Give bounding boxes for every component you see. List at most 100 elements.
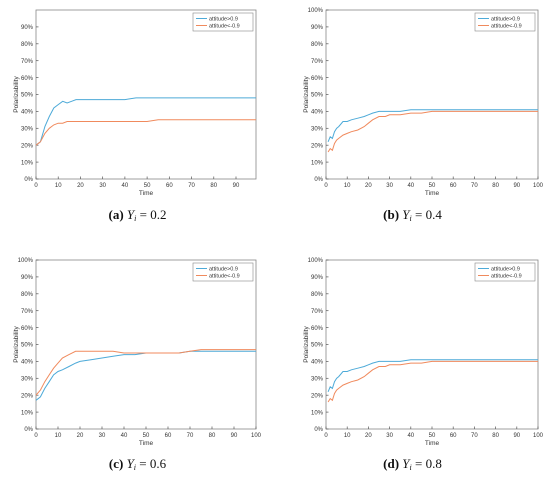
y-tick-label: 50% xyxy=(311,343,324,349)
y-tick-label: 90% xyxy=(311,275,324,281)
y-tick-label: 20% xyxy=(311,143,324,149)
legend-box xyxy=(474,12,536,32)
y-tick-label: 10% xyxy=(21,160,34,166)
legend-label: attitude<-0.9 xyxy=(209,274,240,280)
series-line xyxy=(327,109,538,142)
x-axis-label: Time xyxy=(425,440,440,447)
x-tick-label: 70 xyxy=(471,433,478,439)
x-tick-label: 60 xyxy=(450,183,457,189)
x-tick-label: 30 xyxy=(386,183,393,189)
caption-a: (a) Yi = 0.2 xyxy=(108,207,167,223)
legend-label: attitude<-0.9 xyxy=(491,24,522,30)
x-tick-label: 80 xyxy=(492,433,499,439)
y-tick-label: 60% xyxy=(311,326,324,332)
x-tick-label: 40 xyxy=(122,183,129,189)
y-axis-label: Polarizability xyxy=(13,326,20,363)
legend-box xyxy=(192,12,254,32)
caption-c: (c) Yi = 0.6 xyxy=(108,456,167,472)
legend-label: attitude>0.9 xyxy=(209,267,238,273)
x-tick-label: 20 xyxy=(365,433,372,439)
x-tick-label: 100 xyxy=(251,433,262,439)
y-tick-label: 10% xyxy=(21,410,34,416)
legend-label: attitude<-0.9 xyxy=(491,274,522,280)
x-tick-label: 30 xyxy=(99,433,106,439)
y-tick-label: 80% xyxy=(21,292,34,298)
x-tick-label: 10 xyxy=(55,433,62,439)
x-tick-label: 10 xyxy=(344,183,351,189)
legend-label: attitude>0.9 xyxy=(491,17,520,23)
x-tick-label: 0 xyxy=(34,433,38,439)
x-tick-label: 50 xyxy=(143,433,150,439)
y-tick-label: 50% xyxy=(311,93,324,99)
y-tick-label: 30% xyxy=(311,377,324,383)
y-tick-label: 60% xyxy=(21,326,34,332)
y-tick-label: 30% xyxy=(21,377,34,383)
caption-b: (b) Yi = 0.4 xyxy=(383,207,442,223)
x-tick-label: 60 xyxy=(450,433,457,439)
x-axis-label: Time xyxy=(139,440,154,447)
y-tick-label: 0% xyxy=(24,177,33,183)
legend-label: attitude>0.9 xyxy=(491,267,520,273)
y-tick-label: 70% xyxy=(21,59,34,65)
x-tick-label: 50 xyxy=(429,433,436,439)
y-tick-label: 40% xyxy=(21,360,34,366)
y-tick-label: 50% xyxy=(21,343,34,349)
y-tick-label: 80% xyxy=(21,42,34,48)
x-tick-label: 30 xyxy=(99,183,106,189)
x-tick-label: 80 xyxy=(492,183,499,189)
x-tick-label: 20 xyxy=(365,183,372,189)
plot-frame xyxy=(35,259,257,430)
x-axis-label: Time xyxy=(425,190,440,197)
x-tick-label: 40 xyxy=(407,433,414,439)
y-tick-label: 20% xyxy=(311,393,324,399)
y-tick-label: 70% xyxy=(311,309,324,315)
legend-box xyxy=(474,262,536,282)
x-tick-label: 70 xyxy=(188,183,195,189)
series-line xyxy=(327,110,538,153)
y-tick-label: 100% xyxy=(308,8,324,14)
y-tick-label: 40% xyxy=(311,110,324,116)
y-tick-label: 100% xyxy=(308,258,324,264)
y-tick-label: 90% xyxy=(21,275,34,281)
y-axis-label: Polarizability xyxy=(303,326,310,363)
chart-panel-c: 0% 10% 20% 30% 40% 50% 60% 70% 80% 90% 100% 0 10 20 30… xyxy=(8,254,262,447)
x-tick-label: 60 xyxy=(165,433,172,439)
y-tick-label: 90% xyxy=(21,25,34,31)
chart-panel-b: 0% 10% 20% 30% 40% 50% 60% 70% 80% 90% 100% 0 10 20 30… xyxy=(283,4,545,197)
x-tick-label: 10 xyxy=(55,183,62,189)
line-chart: 0% 10% 20% 30% 40% 50% 60% 70% 80% 90% 100% 0 10 20 30… xyxy=(303,258,544,447)
x-tick-label: 90 xyxy=(233,183,240,189)
chart-panel-d: 0% 10% 20% 30% 40% 50% 60% 70% 80% 90% 100% 0 10 20 30… xyxy=(283,254,545,447)
legend-label: attitude<-0.9 xyxy=(209,24,240,30)
y-tick-label: 30% xyxy=(311,127,324,133)
y-tick-label: 80% xyxy=(311,42,324,48)
y-tick-label: 0% xyxy=(24,427,33,433)
line-chart: 0% 10% 20% 30% 40% 50% 60% 70% 80% 90% 100% 0 10 20 30… xyxy=(303,8,544,197)
x-tick-label: 100 xyxy=(533,183,544,189)
y-tick-label: 0% xyxy=(314,177,323,183)
x-tick-label: 60 xyxy=(166,183,173,189)
x-tick-label: 90 xyxy=(231,433,238,439)
y-tick-label: 80% xyxy=(311,292,324,298)
y-tick-label: 20% xyxy=(21,393,34,399)
y-tick-label: 60% xyxy=(311,76,324,82)
y-tick-label: 10% xyxy=(311,160,324,166)
x-tick-label: 10 xyxy=(344,433,351,439)
x-tick-label: 90 xyxy=(513,183,520,189)
line-chart: 0% 10% 20% 30% 40% 50% 60% 70% 80% 90% 0 10 20 30 40 50… xyxy=(13,9,257,197)
x-tick-label: 50 xyxy=(429,183,436,189)
legend-box xyxy=(192,262,254,282)
y-tick-label: 60% xyxy=(21,76,34,82)
x-tick-label: 40 xyxy=(121,433,128,439)
y-tick-label: 70% xyxy=(311,59,324,65)
series-line xyxy=(35,119,256,146)
y-tick-label: 10% xyxy=(311,410,324,416)
legend-label: attitude>0.9 xyxy=(209,17,238,23)
chart-panel-a: 0% 10% 20% 30% 40% 50% 60% 70% 80% 90% 0 10 20 30 40 50… xyxy=(8,4,258,197)
caption-d: (d) Yi = 0.8 xyxy=(383,456,442,472)
x-tick-label: 0 xyxy=(324,433,328,439)
x-tick-label: 80 xyxy=(210,183,217,189)
series-line xyxy=(327,360,538,403)
